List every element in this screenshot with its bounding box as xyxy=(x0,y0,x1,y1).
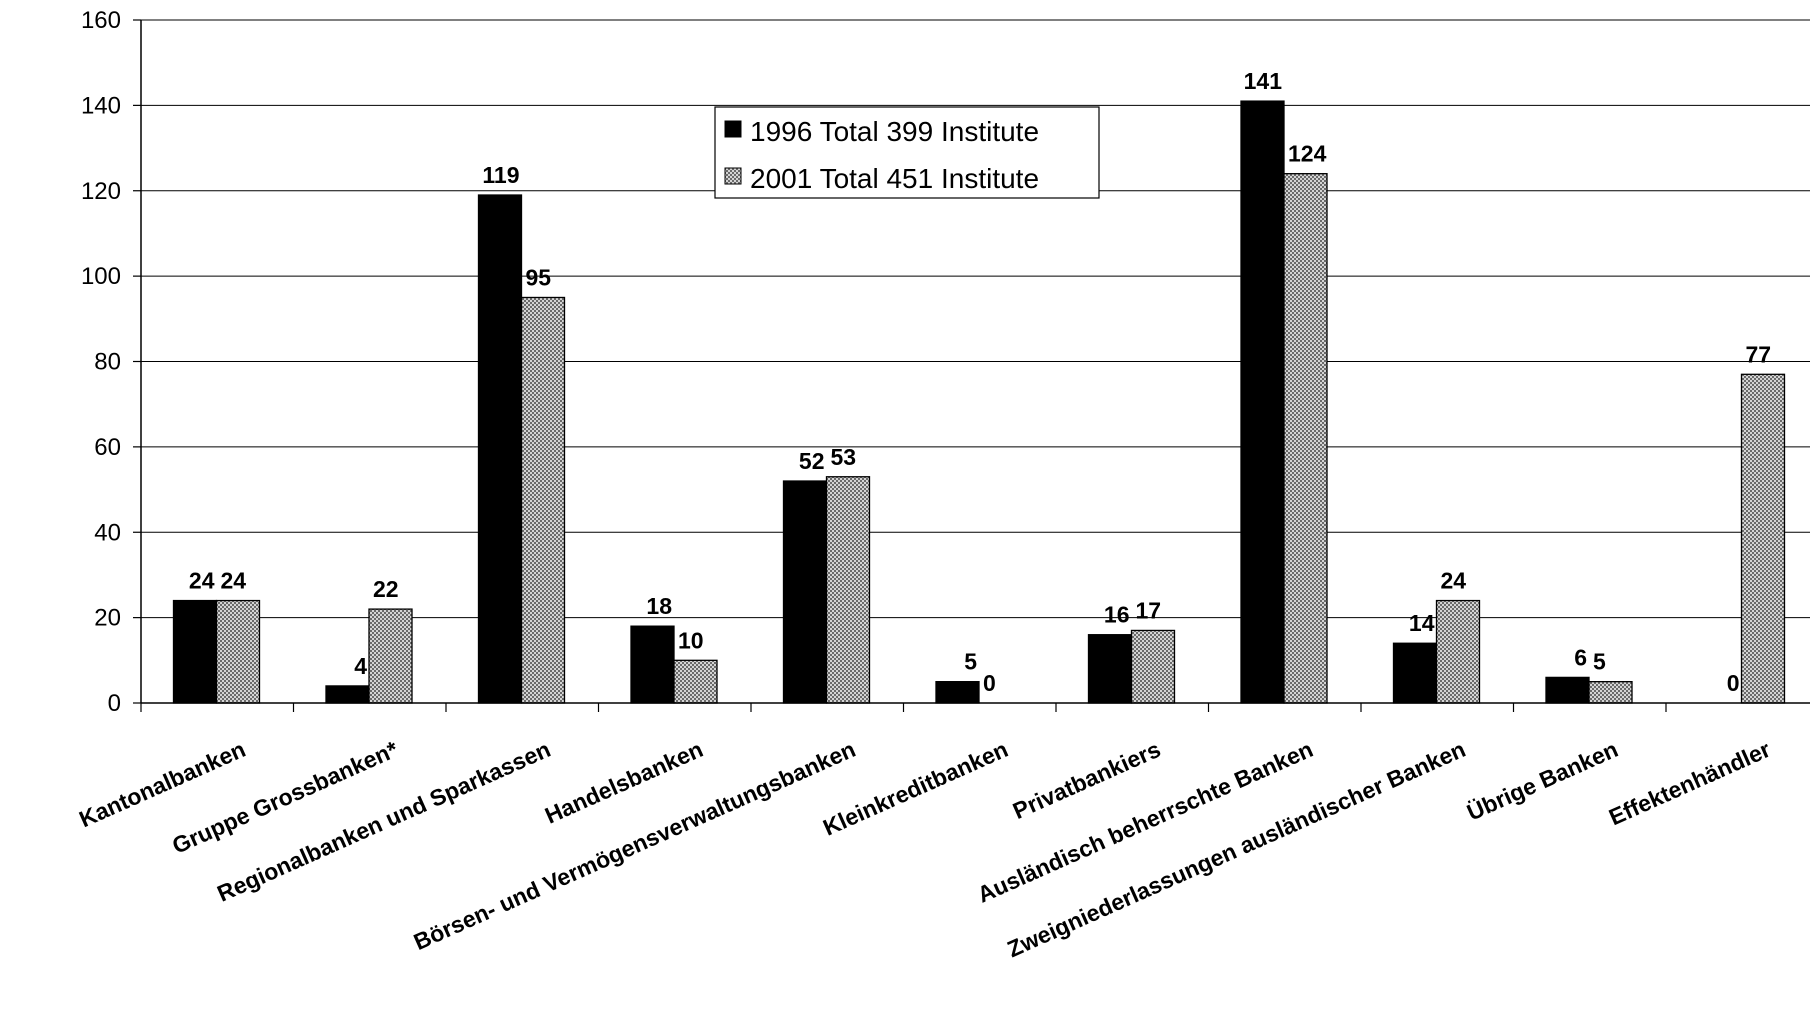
legend-label-2001: 2001 Total 451 Institute xyxy=(750,163,1039,194)
y-tick-label: 160 xyxy=(81,7,121,34)
bar-1996 xyxy=(1392,642,1438,704)
data-label: 14 xyxy=(1409,610,1435,636)
bar-2001 xyxy=(673,659,718,704)
legend-box xyxy=(714,106,1100,199)
bar-1996 xyxy=(477,194,523,704)
legend: 1996 Total 399 Institute 2001 Total 451 … xyxy=(714,106,1100,199)
bar-2001 xyxy=(215,599,261,704)
data-label: 0 xyxy=(1727,670,1740,696)
bar-2001 xyxy=(825,476,871,704)
bar-2001 xyxy=(1740,373,1786,704)
legend-swatch-1996 xyxy=(724,120,742,138)
axes xyxy=(140,20,1810,712)
bar-1996 xyxy=(325,685,370,704)
data-label: 6 xyxy=(1574,644,1587,670)
bar-1996 xyxy=(630,625,675,704)
bar-1996 xyxy=(1087,634,1133,704)
y-tick-label: 80 xyxy=(94,349,121,376)
data-label: 24 xyxy=(189,568,215,594)
bar-1996 xyxy=(1240,100,1285,704)
bar-2001 xyxy=(1283,173,1328,704)
y-tick-label: 20 xyxy=(94,605,121,632)
y-tick-label: 140 xyxy=(81,92,121,119)
data-label: 53 xyxy=(831,444,857,470)
y-tick-label: 0 xyxy=(108,690,121,717)
legend-label-1996: 1996 Total 399 Institute xyxy=(750,116,1039,147)
data-label: 5 xyxy=(964,649,977,675)
data-label: 22 xyxy=(373,576,399,602)
data-label: 124 xyxy=(1288,141,1327,167)
data-label: 95 xyxy=(526,264,552,290)
bar-2001 xyxy=(1588,681,1633,704)
data-label: 10 xyxy=(678,627,704,653)
data-label: 24 xyxy=(221,568,247,594)
data-label: 18 xyxy=(646,593,672,619)
x-category-label: Effektenhändler xyxy=(1605,736,1774,830)
bar-2001 xyxy=(1130,629,1176,704)
bar-2001 xyxy=(368,608,413,704)
bar-1996 xyxy=(172,599,218,704)
bar-1996 xyxy=(782,480,828,704)
data-label: 52 xyxy=(799,448,825,474)
data-label: 0 xyxy=(983,670,996,696)
data-label: 16 xyxy=(1104,602,1130,628)
y-tick-label: 100 xyxy=(81,263,121,290)
bar-1996 xyxy=(935,681,980,704)
y-tick-label: 60 xyxy=(94,434,121,461)
bars xyxy=(172,100,1786,704)
y-axis-ticks: 0 20 40 60 80 100 120 140 160 xyxy=(81,7,141,717)
bar-2001 xyxy=(520,296,566,704)
data-label: 5 xyxy=(1593,649,1606,675)
data-label: 77 xyxy=(1746,341,1772,367)
legend-swatch-2001 xyxy=(724,167,742,185)
data-label: 141 xyxy=(1244,68,1283,94)
bar-1996 xyxy=(1545,676,1590,704)
data-label: 119 xyxy=(482,162,519,188)
data-label: 17 xyxy=(1136,597,1162,623)
x-category-label: Übrige Banken xyxy=(1463,736,1622,826)
data-label: 4 xyxy=(354,653,367,679)
y-tick-label: 120 xyxy=(81,178,121,205)
y-tick-label: 40 xyxy=(94,519,121,546)
data-label: 24 xyxy=(1441,568,1467,594)
bar-2001 xyxy=(1435,599,1481,704)
